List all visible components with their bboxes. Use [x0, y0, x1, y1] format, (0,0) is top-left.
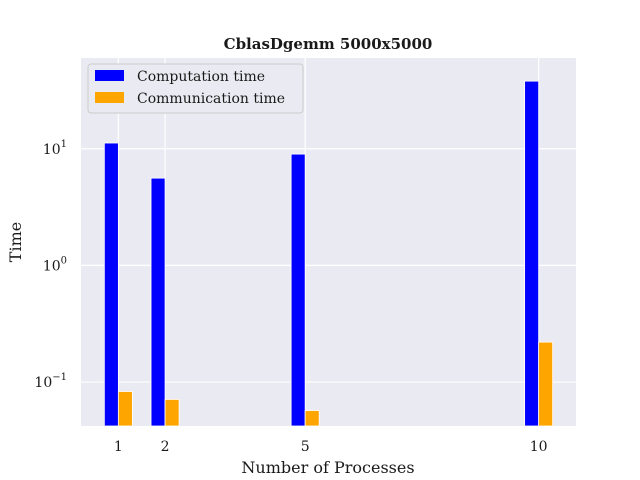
- legend-swatch-computation: [95, 70, 124, 81]
- bar-communication-time: [117, 391, 133, 427]
- legend-swatch-communication: [95, 92, 124, 103]
- y-axis-label: Time: [6, 222, 25, 262]
- x-tick-label: 5: [301, 439, 310, 455]
- legend-label-computation: Computation time: [137, 69, 265, 85]
- y-tick-label: 10−1: [34, 372, 67, 391]
- legend: Computation time Communication time: [87, 63, 304, 114]
- y-tick-label: 100: [43, 255, 67, 274]
- bar-communication-time: [164, 399, 180, 427]
- bars: [103, 80, 554, 427]
- bar-computation-time: [103, 142, 119, 427]
- y-ticks: 10−1 100 101: [34, 139, 67, 391]
- bar-communication-time: [304, 410, 320, 427]
- x-ticks: 1 2 5 10: [114, 439, 548, 455]
- x-axis-label: Number of Processes: [241, 458, 414, 477]
- legend-label-communication: Communication time: [137, 91, 285, 107]
- bar-computation-time: [524, 80, 540, 427]
- legend-box: [87, 63, 304, 114]
- x-tick-label: 1: [114, 439, 123, 455]
- bar-computation-time: [290, 153, 306, 427]
- bar-communication-time: [538, 341, 554, 427]
- chart-title: CblasDgemm 5000x5000: [224, 35, 433, 53]
- x-tick-label: 2: [161, 439, 170, 455]
- bar-computation-time: [150, 177, 166, 427]
- x-tick-label: 10: [530, 439, 548, 455]
- y-tick-label: 101: [43, 139, 67, 158]
